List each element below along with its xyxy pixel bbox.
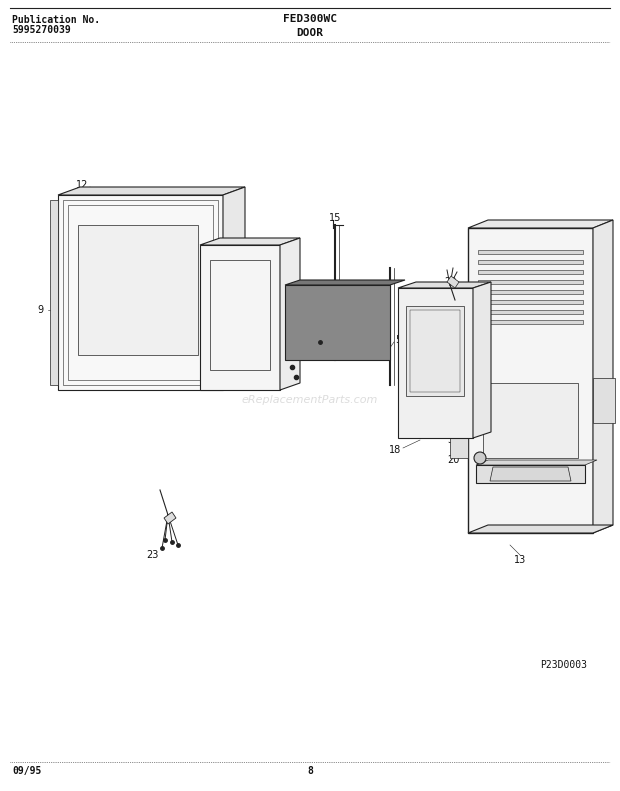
Polygon shape	[285, 280, 405, 285]
Polygon shape	[398, 288, 473, 438]
Polygon shape	[406, 306, 464, 396]
Text: 22: 22	[304, 340, 316, 350]
Text: 13: 13	[514, 555, 526, 565]
Polygon shape	[223, 187, 245, 390]
Polygon shape	[593, 378, 615, 423]
Text: 22: 22	[279, 360, 291, 370]
Text: 20: 20	[447, 455, 459, 465]
Text: 12: 12	[76, 180, 88, 190]
Text: 20: 20	[594, 245, 606, 255]
Polygon shape	[478, 290, 583, 294]
Polygon shape	[468, 220, 613, 228]
Text: 8: 8	[307, 766, 313, 776]
Polygon shape	[478, 320, 583, 324]
Polygon shape	[473, 282, 491, 438]
Polygon shape	[200, 245, 280, 390]
Polygon shape	[447, 276, 459, 288]
Polygon shape	[398, 282, 491, 288]
Polygon shape	[468, 525, 613, 533]
Text: 16: 16	[256, 270, 268, 280]
Polygon shape	[280, 238, 300, 390]
Text: 9: 9	[37, 305, 43, 315]
Polygon shape	[490, 467, 571, 481]
Text: 23: 23	[146, 550, 158, 560]
Polygon shape	[478, 270, 583, 274]
Text: Publication No.: Publication No.	[12, 15, 100, 25]
Text: 32: 32	[447, 435, 459, 445]
Polygon shape	[58, 187, 245, 195]
Text: 15: 15	[329, 213, 341, 223]
Polygon shape	[478, 280, 583, 284]
Circle shape	[474, 452, 486, 464]
Text: 18: 18	[242, 253, 254, 263]
Text: eReplacementParts.com: eReplacementParts.com	[242, 395, 378, 405]
Polygon shape	[468, 228, 593, 533]
Text: 23: 23	[444, 277, 456, 287]
Polygon shape	[450, 418, 468, 458]
Text: 18: 18	[389, 445, 401, 455]
Text: FED300WC: FED300WC	[283, 14, 337, 24]
Text: 5: 5	[395, 335, 401, 345]
Text: 5995270039: 5995270039	[12, 25, 71, 35]
Polygon shape	[476, 465, 585, 483]
Polygon shape	[50, 200, 58, 385]
Text: P23D0003: P23D0003	[540, 660, 587, 670]
Polygon shape	[200, 238, 300, 245]
Polygon shape	[478, 250, 583, 254]
Polygon shape	[78, 225, 198, 355]
Polygon shape	[478, 310, 583, 314]
Text: 39: 39	[594, 303, 606, 313]
Text: DOOR: DOOR	[296, 28, 324, 38]
Polygon shape	[58, 382, 245, 390]
Polygon shape	[478, 260, 583, 264]
Text: 16: 16	[267, 283, 279, 293]
Polygon shape	[164, 512, 176, 524]
Polygon shape	[285, 285, 390, 360]
Polygon shape	[476, 460, 597, 465]
Text: 09/95: 09/95	[12, 766, 42, 776]
Polygon shape	[593, 220, 613, 533]
Polygon shape	[483, 383, 578, 458]
Polygon shape	[478, 300, 583, 304]
Text: 15A: 15A	[270, 376, 286, 384]
Polygon shape	[58, 195, 223, 390]
